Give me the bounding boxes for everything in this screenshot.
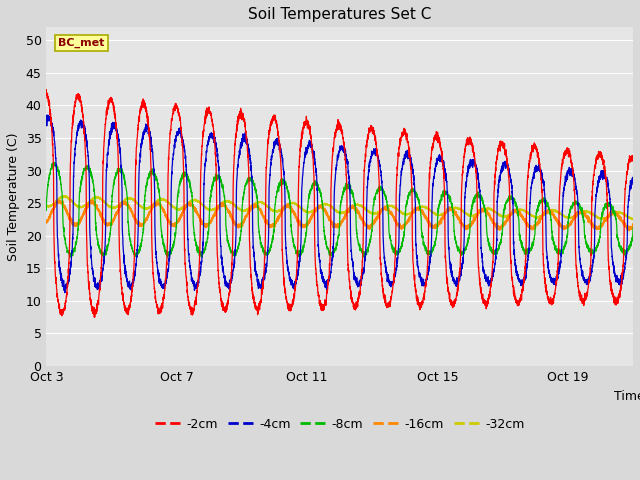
-2cm [90,314,98,320]
-16cm [56,197,64,203]
-2cm [148,243,156,249]
-8cm [49,160,57,166]
-8cm [42,207,50,213]
-32cm [628,216,636,222]
Text: BC_met: BC_met [58,38,104,48]
-8cm [439,192,447,197]
-32cm [61,193,69,199]
-4cm [61,290,68,296]
-32cm [148,203,156,209]
-32cm [505,212,513,218]
-8cm [629,225,637,231]
Y-axis label: Soil Temperature (C): Soil Temperature (C) [7,132,20,261]
-4cm [319,276,326,282]
-4cm [148,148,156,154]
-16cm [629,223,637,228]
Title: Soil Temperatures Set C: Soil Temperatures Set C [248,7,431,22]
-2cm [318,304,326,310]
-2cm [42,87,50,93]
X-axis label: Time: Time [614,390,640,403]
-4cm [42,120,50,126]
-8cm [164,254,172,260]
-8cm [319,200,326,205]
-32cm [472,212,479,218]
-8cm [148,169,156,175]
Line: -32cm: -32cm [46,196,633,219]
-4cm [628,178,636,183]
-32cm [629,216,637,222]
Line: -8cm: -8cm [46,163,633,257]
-2cm [629,153,637,159]
-4cm [505,169,513,175]
Line: -2cm: -2cm [46,90,633,317]
-4cm [44,112,51,118]
-2cm [439,161,447,167]
-8cm [472,193,479,199]
Line: -16cm: -16cm [46,200,633,230]
-4cm [472,161,479,167]
-32cm [42,203,50,209]
-2cm [472,161,479,167]
-16cm [625,228,633,233]
-32cm [318,202,326,208]
Line: -4cm: -4cm [46,115,633,293]
-8cm [628,235,636,240]
-16cm [439,215,447,221]
-32cm [628,216,636,222]
-16cm [628,224,636,229]
-2cm [628,155,636,161]
-4cm [439,163,447,169]
-2cm [505,173,513,179]
-32cm [439,211,447,217]
-16cm [42,220,50,226]
-4cm [629,179,637,184]
Legend: -2cm, -4cm, -8cm, -16cm, -32cm: -2cm, -4cm, -8cm, -16cm, -32cm [150,413,529,436]
-8cm [505,193,513,199]
-16cm [505,214,513,219]
-16cm [472,214,479,220]
-16cm [148,206,156,212]
-16cm [318,205,326,211]
